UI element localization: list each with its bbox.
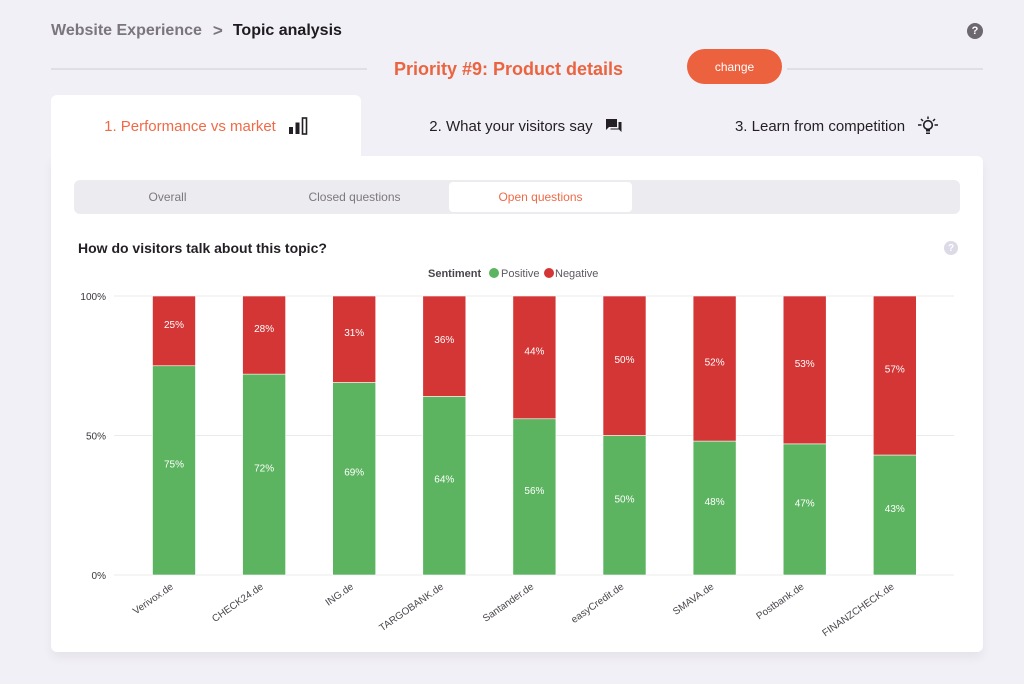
tab-label: 1. Performance vs market xyxy=(104,117,276,135)
data-label: 64% xyxy=(434,475,454,486)
x-tick-label: Verivox.de xyxy=(131,581,176,617)
bar-segment-positive[interactable] xyxy=(872,454,917,576)
help-icon[interactable]: ? xyxy=(967,23,983,39)
bar-segment-negative[interactable] xyxy=(872,295,917,456)
x-axis: Verivox.de CHECK24.de ING.de TARGOBANK.de Sa… xyxy=(131,581,897,639)
data-label: 36% xyxy=(434,335,454,346)
bar-segment-positive[interactable] xyxy=(332,382,377,576)
x-tick-label: SMAVA.de xyxy=(671,581,717,617)
legend-positive-swatch xyxy=(489,268,499,278)
data-label: 47% xyxy=(795,498,815,509)
x-tick-label: TARGOBANK.de xyxy=(377,581,446,634)
legend-positive-label[interactable]: Positive xyxy=(501,268,540,280)
y-tick-label: 0% xyxy=(92,571,107,582)
data-label: 50% xyxy=(614,355,634,366)
change-button[interactable]: change xyxy=(687,49,782,84)
x-tick-label: easyCredit.de xyxy=(569,581,626,626)
divider-right xyxy=(787,68,983,70)
priority-title: Priority #9: Product details xyxy=(394,59,624,79)
data-label: 52% xyxy=(705,358,725,369)
bar-segment-positive[interactable] xyxy=(512,418,557,576)
tab-label: 3. Learn from competition xyxy=(734,117,906,135)
breadcrumb-parent-link[interactable]: Website Experience xyxy=(51,22,202,39)
chart-title: How do visitors talk about this topic? xyxy=(78,240,327,256)
data-label: 69% xyxy=(344,468,364,479)
y-tick-label: 50% xyxy=(86,432,106,443)
bar-segment-negative[interactable] xyxy=(422,295,467,397)
bar-chart-icon xyxy=(288,117,308,135)
legend: Sentiment Positive Negative xyxy=(428,268,598,280)
bar-segment-negative[interactable] xyxy=(602,295,647,436)
bar-segment-positive[interactable] xyxy=(692,440,737,576)
data-label: 28% xyxy=(254,324,274,335)
bar-segment-negative[interactable] xyxy=(332,295,377,383)
data-label: 57% xyxy=(885,365,905,376)
data-label: 43% xyxy=(885,504,905,515)
bar-segment-positive[interactable] xyxy=(602,435,647,576)
chat-bubbles-icon xyxy=(605,118,623,134)
data-label: 44% xyxy=(524,346,544,357)
x-tick-label: CHECK24.de xyxy=(210,581,266,625)
breadcrumb-current: Topic analysis xyxy=(232,22,342,39)
subtab-bar: Overall Closed questions Open questions xyxy=(74,180,960,214)
subtab-overall[interactable]: Overall xyxy=(148,190,187,204)
bar-segment-positive[interactable] xyxy=(242,373,286,576)
bar-segment-negative[interactable] xyxy=(692,295,737,442)
tab-label: 2. What your visitors say xyxy=(429,117,593,135)
bar-segment-negative[interactable] xyxy=(152,295,196,367)
data-label: 25% xyxy=(164,320,184,331)
breadcrumb: Website Experience > Topic analysis xyxy=(51,21,342,41)
bar-segment-negative[interactable] xyxy=(512,295,557,420)
tab-performance-vs-market[interactable]: 1. Performance vs market xyxy=(51,95,361,157)
x-tick-label: Santander.de xyxy=(481,581,536,624)
bar-segment-positive[interactable] xyxy=(422,396,467,576)
x-tick-label: ING.de xyxy=(324,581,357,608)
bar-segment-positive[interactable] xyxy=(782,443,827,576)
data-label: 53% xyxy=(795,359,815,370)
tab-what-visitors-say[interactable]: 2. What your visitors say xyxy=(361,95,691,157)
bars: 75% 25% 72% 28% 69% 31% 64% 36% 56% 44% 50% 50% 48% 5… xyxy=(152,295,917,576)
chevron-right-icon: > xyxy=(212,21,223,40)
legend-negative-label[interactable]: Negative xyxy=(555,268,598,280)
data-label: 31% xyxy=(344,328,364,339)
data-label: 50% xyxy=(614,494,634,505)
y-axis: 0% 50% 100% xyxy=(80,292,106,582)
chart-help-icon[interactable]: ? xyxy=(944,241,958,255)
legend-negative-swatch xyxy=(544,268,554,278)
subtab-closed-questions[interactable]: Closed questions xyxy=(308,190,401,204)
data-label: 56% xyxy=(524,486,544,497)
lightbulb-icon xyxy=(917,116,939,136)
tab-learn-from-competition[interactable]: 3. Learn from competition xyxy=(691,95,983,157)
divider-left xyxy=(51,68,367,70)
legend-title: Sentiment xyxy=(428,268,482,280)
data-label: 75% xyxy=(164,459,184,470)
y-tick-label: 100% xyxy=(80,292,106,303)
bar-segment-negative[interactable] xyxy=(242,295,286,375)
data-label: 48% xyxy=(705,497,725,508)
bar-segment-negative[interactable] xyxy=(782,295,827,445)
bar-segment-positive[interactable] xyxy=(152,365,196,576)
x-tick-label: Postbank.de xyxy=(755,581,807,622)
x-tick-label: FINANZCHECK.de xyxy=(821,581,897,639)
subtab-open-questions[interactable]: Open questions xyxy=(449,182,632,212)
data-label: 72% xyxy=(254,464,274,475)
